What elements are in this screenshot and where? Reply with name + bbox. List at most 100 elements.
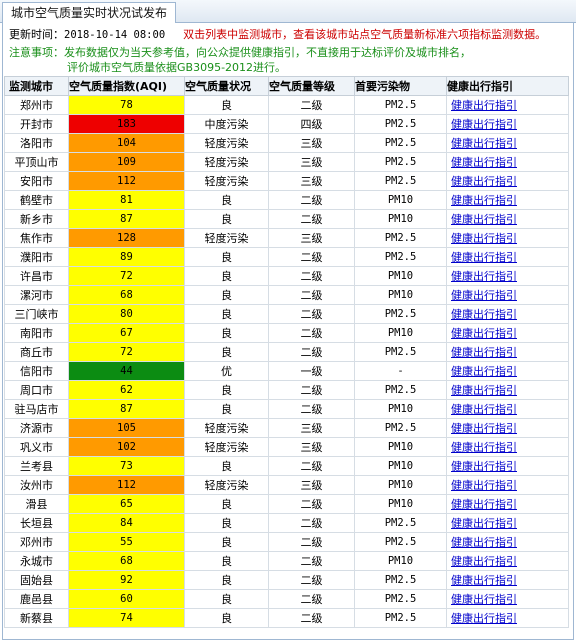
notice-line-1: 注意事项：发布数据仅为当天参考值，向公众提供健康指引，不直接用于达标评价及城市排… [9, 46, 471, 59]
table-row[interactable]: 兰考县 73 良二级 PM10 健康出行指引 [4, 456, 569, 476]
cell-status: 优 [184, 361, 269, 381]
table-row[interactable]: 开封市 183 中度污染 四级 PM2.5 健康出行指引 [4, 114, 569, 134]
cell-grade: 二级 [268, 532, 355, 552]
header-health-guide[interactable]: 健康出行指引 [446, 76, 569, 96]
table-row[interactable]: 郑州市 78 良二级 PM2.5 健康出行指引 [4, 95, 569, 115]
health-guide-link[interactable]: 健康出行指引 [451, 175, 517, 188]
cell-status: 良 [184, 589, 269, 609]
health-guide-link[interactable]: 健康出行指引 [451, 574, 517, 587]
cell-aqi: 67 [68, 323, 185, 343]
health-guide-link[interactable]: 健康出行指引 [451, 118, 517, 131]
table-row[interactable]: 平顶山市 109 轻度污染 三级 PM2.5 健康出行指引 [4, 152, 569, 172]
health-guide-link[interactable]: 健康出行指引 [451, 498, 517, 511]
header-pollutant[interactable]: 首要污染物 [354, 76, 447, 96]
cell-aqi: 72 [68, 266, 185, 286]
table-row[interactable]: 汝州市 112 轻度污染 三级 PM10 健康出行指引 [4, 475, 569, 495]
cell-pollutant: PM10 [354, 190, 447, 210]
cell-city: 周口市 [4, 380, 69, 400]
cell-aqi: 65 [68, 494, 185, 514]
table-row[interactable]: 巩义市 102 轻度污染 三级 PM10 健康出行指引 [4, 437, 569, 457]
cell-status: 轻度污染 [184, 152, 269, 172]
cell-status: 良 [184, 247, 269, 267]
health-guide-link[interactable]: 健康出行指引 [451, 517, 517, 530]
health-guide-link[interactable]: 健康出行指引 [451, 365, 517, 378]
health-guide-link[interactable]: 健康出行指引 [451, 555, 517, 568]
table-row[interactable]: 三门峡市 80 良二级 PM2.5 健康出行指引 [4, 304, 569, 324]
header-grade[interactable]: 空气质量等级 [268, 76, 355, 96]
health-guide-link[interactable]: 健康出行指引 [451, 536, 517, 549]
health-guide-link[interactable]: 健康出行指引 [451, 327, 517, 340]
header-aqi[interactable]: 空气质量指数(AQI) [68, 76, 185, 96]
table-row[interactable]: 邓州市 55 良二级 PM2.5 健康出行指引 [4, 532, 569, 552]
health-guide-link[interactable]: 健康出行指引 [451, 137, 517, 150]
cell-health-guide: 健康出行指引 [446, 95, 569, 115]
table-row[interactable]: 新乡市 87 良二级 PM10 健康出行指引 [4, 209, 569, 229]
health-guide-link[interactable]: 健康出行指引 [451, 156, 517, 169]
cell-status: 良 [184, 95, 269, 115]
table-row[interactable]: 周口市 62 良二级 PM2.5 健康出行指引 [4, 380, 569, 400]
update-time-label: 更新时间： [9, 28, 64, 41]
header-city[interactable]: 监测城市 [4, 76, 69, 96]
health-guide-link[interactable]: 健康出行指引 [451, 441, 517, 454]
table-row[interactable]: 许昌市 72 良二级 PM10 健康出行指引 [4, 266, 569, 286]
cell-health-guide: 健康出行指引 [446, 323, 569, 343]
cell-aqi: 62 [68, 380, 185, 400]
health-guide-link[interactable]: 健康出行指引 [451, 251, 517, 264]
table-row[interactable]: 濮阳市 89 良二级 PM2.5 健康出行指引 [4, 247, 569, 267]
health-guide-link[interactable]: 健康出行指引 [451, 232, 517, 245]
table-row[interactable]: 信阳市 44 优一级 - 健康出行指引 [4, 361, 569, 381]
cell-status: 良 [184, 608, 269, 628]
cell-pollutant: PM2.5 [354, 247, 447, 267]
cell-health-guide: 健康出行指引 [446, 437, 569, 457]
cell-pollutant: PM2.5 [354, 228, 447, 248]
health-guide-link[interactable]: 健康出行指引 [451, 270, 517, 283]
notice-line-2: 评价城市空气质量依据GB3095-2012进行。 [67, 61, 287, 74]
cell-city: 南阳市 [4, 323, 69, 343]
cell-aqi: 55 [68, 532, 185, 552]
cell-aqi: 183 [68, 114, 185, 134]
health-guide-link[interactable]: 健康出行指引 [451, 403, 517, 416]
health-guide-link[interactable]: 健康出行指引 [451, 460, 517, 473]
health-guide-link[interactable]: 健康出行指引 [451, 308, 517, 321]
table-row[interactable]: 新蔡县 74 良二级 PM2.5 健康出行指引 [4, 608, 569, 628]
cell-grade: 二级 [268, 399, 355, 419]
cell-city: 洛阳市 [4, 133, 69, 153]
health-guide-link[interactable]: 健康出行指引 [451, 194, 517, 207]
health-guide-link[interactable]: 健康出行指引 [451, 346, 517, 359]
table-row[interactable]: 焦作市 128 轻度污染 三级 PM2.5 健康出行指引 [4, 228, 569, 248]
table-row[interactable]: 永城市 68 良二级 PM10 健康出行指引 [4, 551, 569, 571]
header-status[interactable]: 空气质量状况 [184, 76, 269, 96]
table-row[interactable]: 滑县 65 良二级 PM10 健康出行指引 [4, 494, 569, 514]
health-guide-link[interactable]: 健康出行指引 [451, 213, 517, 226]
cell-health-guide: 健康出行指引 [446, 266, 569, 286]
table-row[interactable]: 南阳市 67 良二级 PM10 健康出行指引 [4, 323, 569, 343]
health-guide-link[interactable]: 健康出行指引 [451, 422, 517, 435]
health-guide-link[interactable]: 健康出行指引 [451, 593, 517, 606]
update-time-value: 2018-10-14 08:00 [64, 29, 166, 41]
tab-city-air-quality[interactable]: 城市空气质量实时状况试发布 [2, 2, 177, 23]
table-row[interactable]: 漯河市 68 良二级 PM10 健康出行指引 [4, 285, 569, 305]
cell-grade: 二级 [268, 456, 355, 476]
health-guide-link[interactable]: 健康出行指引 [451, 479, 517, 492]
health-guide-link[interactable]: 健康出行指引 [451, 99, 517, 112]
table-row[interactable]: 安阳市 112 轻度污染 三级 PM2.5 健康出行指引 [4, 171, 569, 191]
table-row[interactable]: 济源市 105 轻度污染 三级 PM2.5 健康出行指引 [4, 418, 569, 438]
cell-status: 良 [184, 304, 269, 324]
table-row[interactable]: 商丘市 72 良二级 PM2.5 健康出行指引 [4, 342, 569, 362]
cell-grade: 二级 [268, 380, 355, 400]
health-guide-link[interactable]: 健康出行指引 [451, 289, 517, 302]
health-guide-link[interactable]: 健康出行指引 [451, 612, 517, 625]
cell-city: 三门峡市 [4, 304, 69, 324]
cell-city: 焦作市 [4, 228, 69, 248]
health-guide-link[interactable]: 健康出行指引 [451, 384, 517, 397]
table-row[interactable]: 驻马店市 87 良二级 PM10 健康出行指引 [4, 399, 569, 419]
table-row[interactable]: 固始县 92 良二级 PM2.5 健康出行指引 [4, 570, 569, 590]
cell-health-guide: 健康出行指引 [446, 114, 569, 134]
table-row[interactable]: 鹿邑县 60 良二级 PM2.5 健康出行指引 [4, 589, 569, 609]
cell-pollutant: PM2.5 [354, 380, 447, 400]
table-row[interactable]: 长垣县 84 良二级 PM2.5 健康出行指引 [4, 513, 569, 533]
cell-aqi: 78 [68, 95, 185, 115]
table-row[interactable]: 洛阳市 104 轻度污染 三级 PM2.5 健康出行指引 [4, 133, 569, 153]
cell-pollutant: PM2.5 [354, 418, 447, 438]
table-row[interactable]: 鹤壁市 81 良二级 PM10 健康出行指引 [4, 190, 569, 210]
